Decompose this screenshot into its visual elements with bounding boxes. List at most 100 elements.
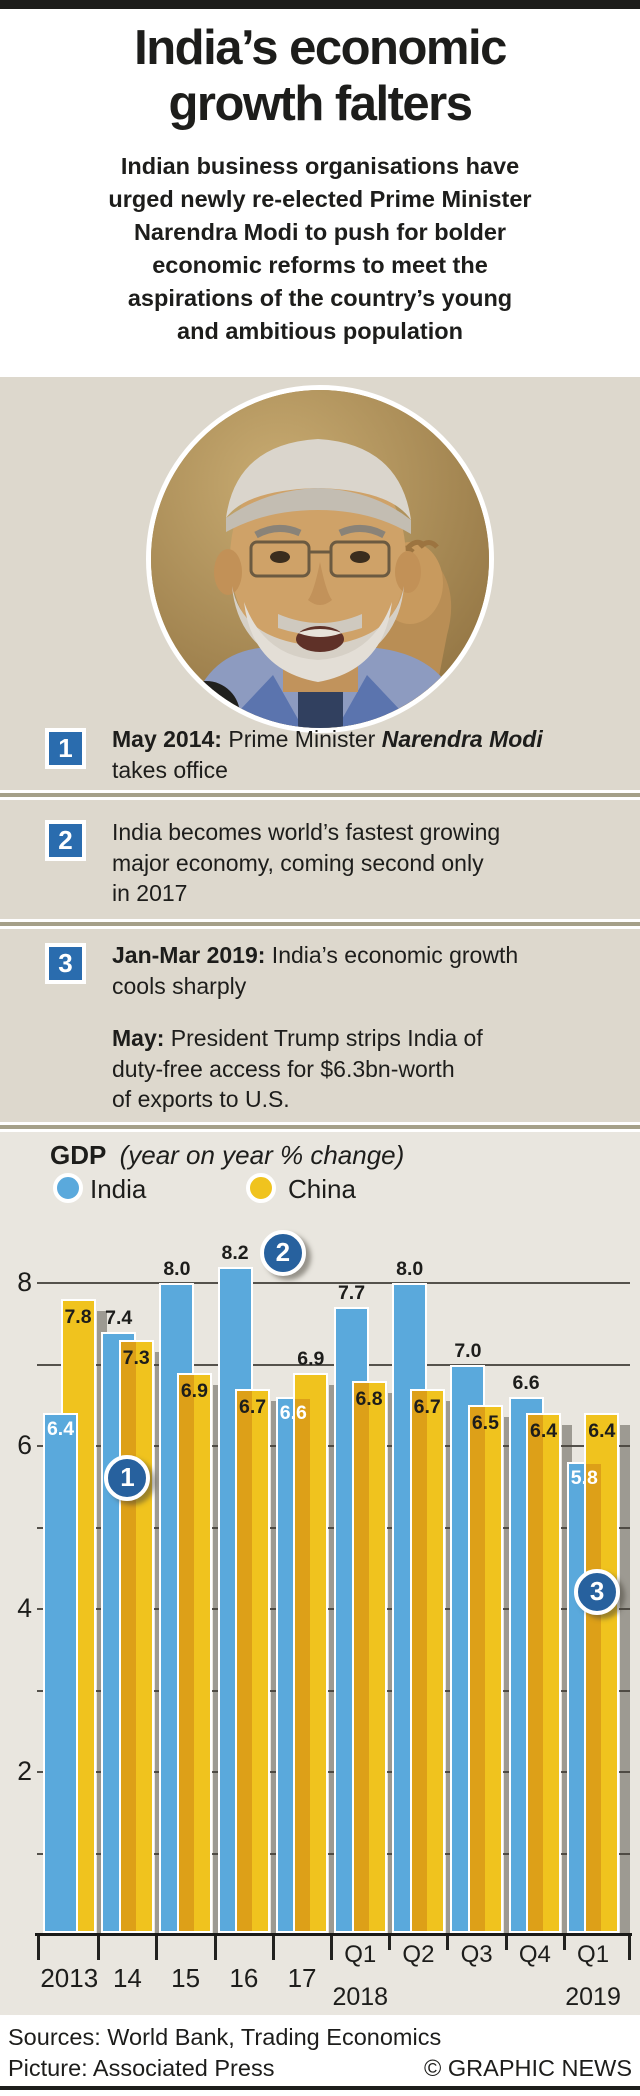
callout-segment: Jan-Mar 2019:	[112, 942, 266, 968]
bar-value-label: 8.0	[163, 1258, 191, 1280]
bar-value-label: 7.4	[105, 1306, 133, 1329]
x-year-label-2019: 2019	[565, 1983, 621, 2011]
callout-segment: takes office	[112, 756, 228, 783]
y-axis-label-8: 8	[17, 1267, 32, 1297]
x-axis-tick	[97, 1936, 101, 1960]
legend-label-india: India	[90, 1174, 147, 1204]
bar-china-16	[235, 1388, 271, 1933]
x-axis-tick	[271, 1936, 275, 1960]
gridline-4	[37, 1608, 630, 1610]
gridline-1	[37, 1852, 630, 1855]
bar-china-Q1	[351, 1380, 387, 1933]
legend-label-china: China	[288, 1174, 356, 1204]
x-category-label-15: 15	[171, 1963, 201, 1993]
bar-overlap-shade	[586, 1464, 602, 1931]
bar-value-label: 7.3	[122, 1347, 150, 1370]
modi-photo	[146, 385, 494, 733]
x-axis-tick	[562, 1936, 566, 1950]
gridline-7	[37, 1363, 630, 1366]
bar-china-Q3	[467, 1405, 503, 1933]
gridline-3	[37, 1689, 630, 1692]
bar-china-Q4	[526, 1413, 562, 1933]
bar-china-14	[118, 1340, 154, 1933]
page-title: India’s economic growth falters	[134, 21, 507, 131]
bar-chart-plot: 2 4 6 8 6.4 7.8 7.4 7.3 8.0 6.9 8.2 6.7 6.6 6.9 7.7 6.8…	[0, 1132, 640, 2015]
bar-value-label: 6.4	[530, 1420, 558, 1443]
bar-value-label: 6.5	[471, 1412, 499, 1435]
x-axis-tick	[504, 1936, 508, 1950]
chart-subtitle: (year on year % change)	[119, 1140, 405, 1170]
x-axis-tick	[37, 1936, 40, 1960]
bar-value-label: 7.8	[64, 1306, 92, 1329]
gridline-2	[37, 1771, 630, 1773]
bar-overlap-shade	[353, 1382, 369, 1931]
bar-value-label: 6.4	[588, 1420, 616, 1443]
bottom-rule	[0, 2086, 640, 2090]
bar-overlap-shade	[528, 1415, 544, 1931]
gridline-5	[37, 1526, 630, 1529]
bar-value-label: 6.8	[355, 1387, 383, 1410]
x-axis-tick	[213, 1936, 217, 1960]
x-axis-baseline	[35, 1933, 632, 1936]
bar-overlap-shade	[469, 1407, 485, 1931]
callout-2-section: 2 India becomes world’s fastest growing …	[0, 800, 640, 919]
x-category-label-Q3: Q3	[460, 1941, 493, 1968]
bar-group-shadow	[620, 1425, 631, 1933]
section-separator	[0, 790, 640, 800]
callout-segment: India’s economic growth cools sharply	[112, 942, 519, 999]
bar-china-17	[293, 1372, 329, 1933]
bar-value-label: 6.9	[180, 1379, 208, 1402]
chart-event-marker-3: 3	[574, 1568, 621, 1615]
bar-value-label: 8.0	[396, 1258, 424, 1280]
bar-overlap-shade	[178, 1374, 194, 1931]
bar-value-label: 6.9	[297, 1347, 325, 1370]
section-separator	[0, 919, 640, 929]
chart-title: GDP	[50, 1140, 107, 1170]
bar-overlap-shade	[120, 1342, 136, 1931]
callout-2-text: India becomes world’s fastest growing ma…	[112, 817, 632, 909]
x-category-label-16: 16	[229, 1963, 259, 1993]
bar-value-label: 6.6	[279, 1402, 307, 1425]
callout-1-badge: 1	[45, 728, 86, 769]
callout-3-text-may: May: President Trump strips India of dut…	[112, 1023, 632, 1115]
y-axis-label-4: 4	[17, 1593, 32, 1623]
bar-china-Q2	[409, 1388, 445, 1933]
graphic-news-credit: © GRAPHIC NEWS	[424, 2055, 632, 2081]
chart-event-marker-1: 1	[104, 1454, 151, 1501]
modi-portrait-illustration	[151, 390, 489, 728]
bar-value-label: 5.8	[570, 1467, 598, 1490]
bar-value-label: 6.7	[239, 1395, 267, 1418]
bar-value-label: 7.7	[337, 1282, 366, 1305]
legend-dot-china	[246, 1173, 276, 1203]
bar-value-label: 6.6	[512, 1372, 540, 1395]
callout-3-badge: 3	[45, 943, 86, 984]
x-axis-tick	[446, 1936, 450, 1950]
callout-segment: Prime Minister	[221, 726, 382, 752]
callout-segment: Narendra Modi	[381, 726, 543, 752]
x-axis-tick	[388, 1936, 392, 1950]
bar-value-label: 6.4	[46, 1418, 75, 1441]
x-year-label-2018: 2018	[332, 1983, 389, 2011]
sources-line: Sources: World Bank, Trading Economics	[8, 2024, 442, 2050]
bar-china-Q1	[584, 1413, 620, 1933]
x-category-label-Q1: Q1	[577, 1941, 610, 1968]
callout-segment: India becomes world’s fastest growing ma…	[112, 819, 501, 906]
top-black-bar	[0, 0, 640, 9]
callout-1-text: May 2014: Prime Minister Narendra Modi t…	[112, 724, 632, 785]
gridline-8	[37, 1282, 630, 1284]
callout-segment: May:	[112, 1025, 165, 1051]
x-category-label-Q4: Q4	[518, 1941, 551, 1968]
picture-credit-line: Picture: Associated Press	[8, 2055, 275, 2081]
x-category-label-14: 14	[112, 1963, 142, 1993]
callout-segment: President Trump strips India of duty-fre…	[112, 1025, 483, 1112]
gridline-6	[37, 1445, 630, 1447]
bar-value-label: 6.7	[413, 1395, 441, 1418]
x-category-label-2013: 2013	[40, 1963, 99, 1993]
callout-3-text: Jan-Mar 2019: India’s economic growth co…	[112, 940, 632, 1001]
intro-text: Indian business organisations have urged…	[108, 153, 532, 344]
x-category-label-Q1: Q1	[344, 1941, 377, 1968]
bar-china-15	[176, 1372, 212, 1933]
section-separator	[0, 1122, 640, 1132]
photo-section: 1 May 2014: Prime Minister Narendra Modi…	[0, 377, 640, 790]
